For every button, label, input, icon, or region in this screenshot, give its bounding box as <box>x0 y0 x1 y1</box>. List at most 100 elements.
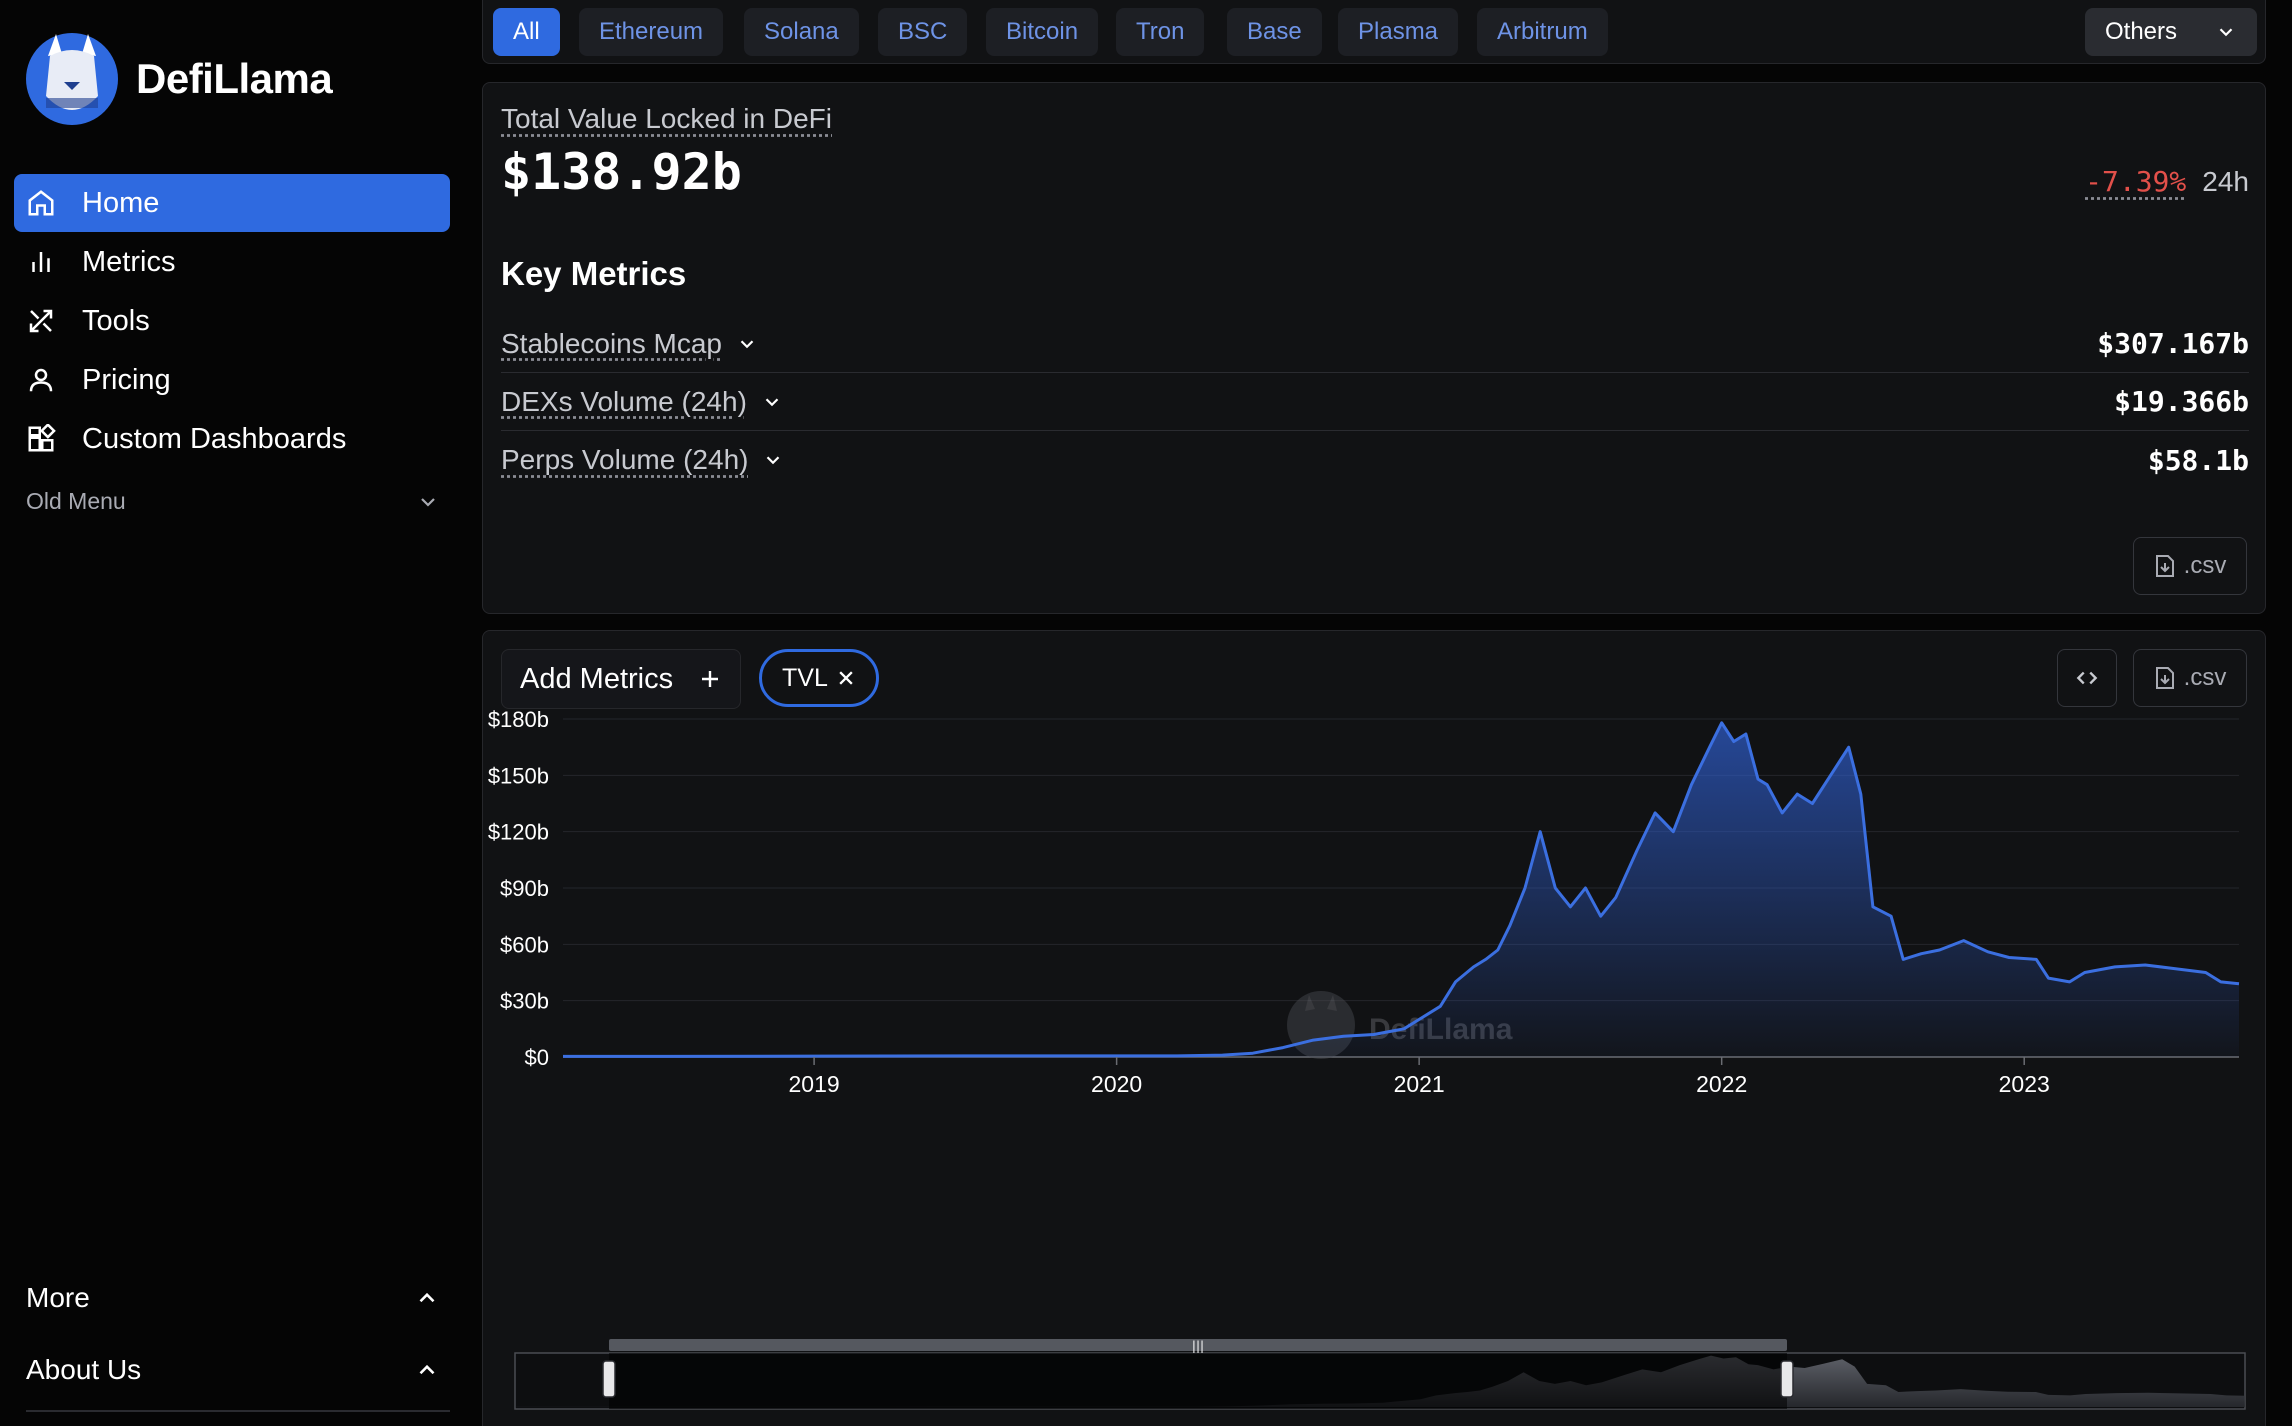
key-metrics-title: Key Metrics <box>501 255 687 292</box>
chain-tab-all[interactable]: All <box>493 8 560 56</box>
tvl-change-period: 24h <box>2202 166 2249 197</box>
brush-handle-right[interactable] <box>1780 1360 1794 1398</box>
sidebar-item-custom-dashboards[interactable]: Custom Dashboards <box>14 410 450 468</box>
tvl-series-line[interactable] <box>563 721 2240 1058</box>
dashboard-icon <box>24 422 58 456</box>
y-tick-label: $0 <box>525 1045 549 1070</box>
chain-tab-solana[interactable]: Solana <box>744 8 859 56</box>
x-tick-label: 2021 <box>1394 1071 1445 1097</box>
chart-csv-button[interactable]: .csv <box>2133 649 2247 707</box>
tvl-metric-chip[interactable]: TVL <box>759 649 879 707</box>
tvl-label: Total Value Locked in DeFi <box>501 103 832 134</box>
sidebar-item-tools[interactable]: Tools <box>14 292 450 350</box>
metric-row-dexs-volume[interactable]: DEXs Volume (24h) $19.366b <box>501 373 2249 431</box>
key-metrics-csv-button[interactable]: .csv <box>2133 537 2247 595</box>
tools-icon <box>24 304 58 338</box>
tvl-area-fill <box>563 722 2239 1057</box>
chain-tab-base[interactable]: Base <box>1227 8 1322 56</box>
tvl-area-chart[interactable]: DefiLlama $0$30b$60b$90b$120b$150b$180b … <box>483 631 2267 1426</box>
chain-tab-arbitrum[interactable]: Arbitrum <box>1477 8 1608 56</box>
y-tick-label: $30b <box>500 989 549 1014</box>
embed-code-button[interactable] <box>2057 649 2117 707</box>
sidebar-item-label: Pricing <box>82 363 171 396</box>
metric-label: DEXs Volume (24h) <box>501 385 747 417</box>
sidebar-item-label: Tools <box>82 304 150 337</box>
x-tick-label: 2020 <box>1091 1071 1142 1097</box>
old-menu-toggle[interactable]: Old Menu <box>26 488 440 515</box>
brand-name: DefiLlama <box>136 55 333 102</box>
metric-value: $58.1b <box>2147 443 2249 477</box>
metric-value: $307.167b <box>2097 327 2249 360</box>
csv-label: .csv <box>2183 664 2227 691</box>
csv-label: .csv <box>2183 552 2227 579</box>
sidebar-item-metrics[interactable]: Metrics <box>14 233 450 291</box>
y-tick-label: $60b <box>500 932 549 957</box>
y-tick-label: $180b <box>488 707 549 732</box>
sidebar-divider <box>26 1410 450 1412</box>
tvl-change: -7.39% 24h <box>2085 165 2249 198</box>
y-tick-label: $120b <box>488 820 549 845</box>
sidebar: DefiLlama Home Metrics Tools Pricing Cus… <box>0 0 460 1426</box>
about-us-label: About Us <box>26 1354 142 1385</box>
sidebar-item-pricing[interactable]: Pricing <box>14 351 450 409</box>
chain-filter-bar: All Ethereum Solana BSC Bitcoin Tron Bas… <box>482 0 2266 64</box>
sidebar-item-label: Custom Dashboards <box>82 422 347 455</box>
metric-row-stablecoins[interactable]: Stablecoins Mcap $307.167b <box>501 315 2249 373</box>
others-dropdown[interactable]: Others <box>2085 8 2257 56</box>
metric-name: DEXs Volume (24h) <box>501 386 783 418</box>
metric-name: Stablecoins Mcap <box>501 328 758 360</box>
tvl-value: $138.92b <box>501 143 742 201</box>
chain-tab-bitcoin[interactable]: Bitcoin <box>986 8 1099 56</box>
tvl-chart-panel: Add Metrics TVL .csv DefiLlama <box>482 630 2266 1426</box>
chain-tab-ethereum[interactable]: Ethereum <box>579 8 724 56</box>
brush-grip-icon: ||| <box>1192 1339 1204 1353</box>
chevron-down-icon <box>421 497 435 507</box>
chain-tab-tron[interactable]: Tron <box>1116 8 1205 56</box>
file-download-icon <box>2155 555 2174 577</box>
plus-icon <box>702 671 718 687</box>
home-icon <box>24 186 58 220</box>
code-icon <box>2076 671 2098 685</box>
chevron-up-icon <box>419 1292 435 1303</box>
add-metrics-button[interactable]: Add Metrics <box>501 649 741 709</box>
sidebar-item-label: Metrics <box>82 245 176 278</box>
close-icon[interactable] <box>836 668 856 688</box>
old-menu-label: Old Menu <box>26 488 126 514</box>
x-tick-label: 2019 <box>789 1071 840 1097</box>
brush-slider-bar[interactable] <box>609 1339 1787 1351</box>
brand-logo[interactable]: DefiLlama <box>26 26 333 132</box>
x-tick-label: 2022 <box>1696 1071 1747 1097</box>
tvl-change-percent: -7.39% <box>2085 165 2187 198</box>
brush-handle-left[interactable] <box>602 1360 616 1398</box>
bar-chart-icon <box>24 245 58 279</box>
sidebar-item-label: Home <box>82 186 160 219</box>
brush-selection <box>609 1353 1787 1409</box>
chain-tab-bsc[interactable]: BSC <box>878 8 968 56</box>
chevron-down-icon <box>2219 28 2233 37</box>
llama-logo-icon <box>26 33 118 125</box>
metric-label: Perps Volume (24h) <box>501 444 749 475</box>
chevron-down-icon <box>767 456 780 465</box>
metric-name: Perps Volume (24h) <box>501 444 784 476</box>
y-tick-label: $90b <box>500 876 549 901</box>
x-tick-label: 2023 <box>1999 1071 2050 1097</box>
sidebar-item-home[interactable]: Home <box>14 174 450 232</box>
chain-tab-plasma[interactable]: Plasma <box>1338 8 1459 56</box>
others-label: Others <box>2105 18 2178 45</box>
about-us-toggle[interactable]: About Us <box>26 1354 440 1386</box>
add-metrics-label: Add Metrics <box>520 662 674 695</box>
user-icon <box>24 363 58 397</box>
y-tick-label: $150b <box>488 763 549 788</box>
metric-label: Stablecoins Mcap <box>501 327 723 359</box>
tvl-chip-label: TVL <box>782 663 828 692</box>
metric-value: $19.366b <box>2114 385 2249 418</box>
chevron-down-icon <box>740 339 754 348</box>
brush-mini-area <box>515 1355 2245 1407</box>
metric-row-perps-volume[interactable]: Perps Volume (24h) $58.1b <box>501 431 2249 489</box>
file-download-icon <box>2155 667 2174 689</box>
more-toggle[interactable]: More <box>26 1282 440 1314</box>
range-brush[interactable]: ||| <box>514 1339 2246 1410</box>
more-label: More <box>26 1282 90 1313</box>
chevron-up-icon <box>419 1364 435 1375</box>
tvl-overview-panel: Total Value Locked in DeFi $138.92b -7.3… <box>482 82 2266 614</box>
